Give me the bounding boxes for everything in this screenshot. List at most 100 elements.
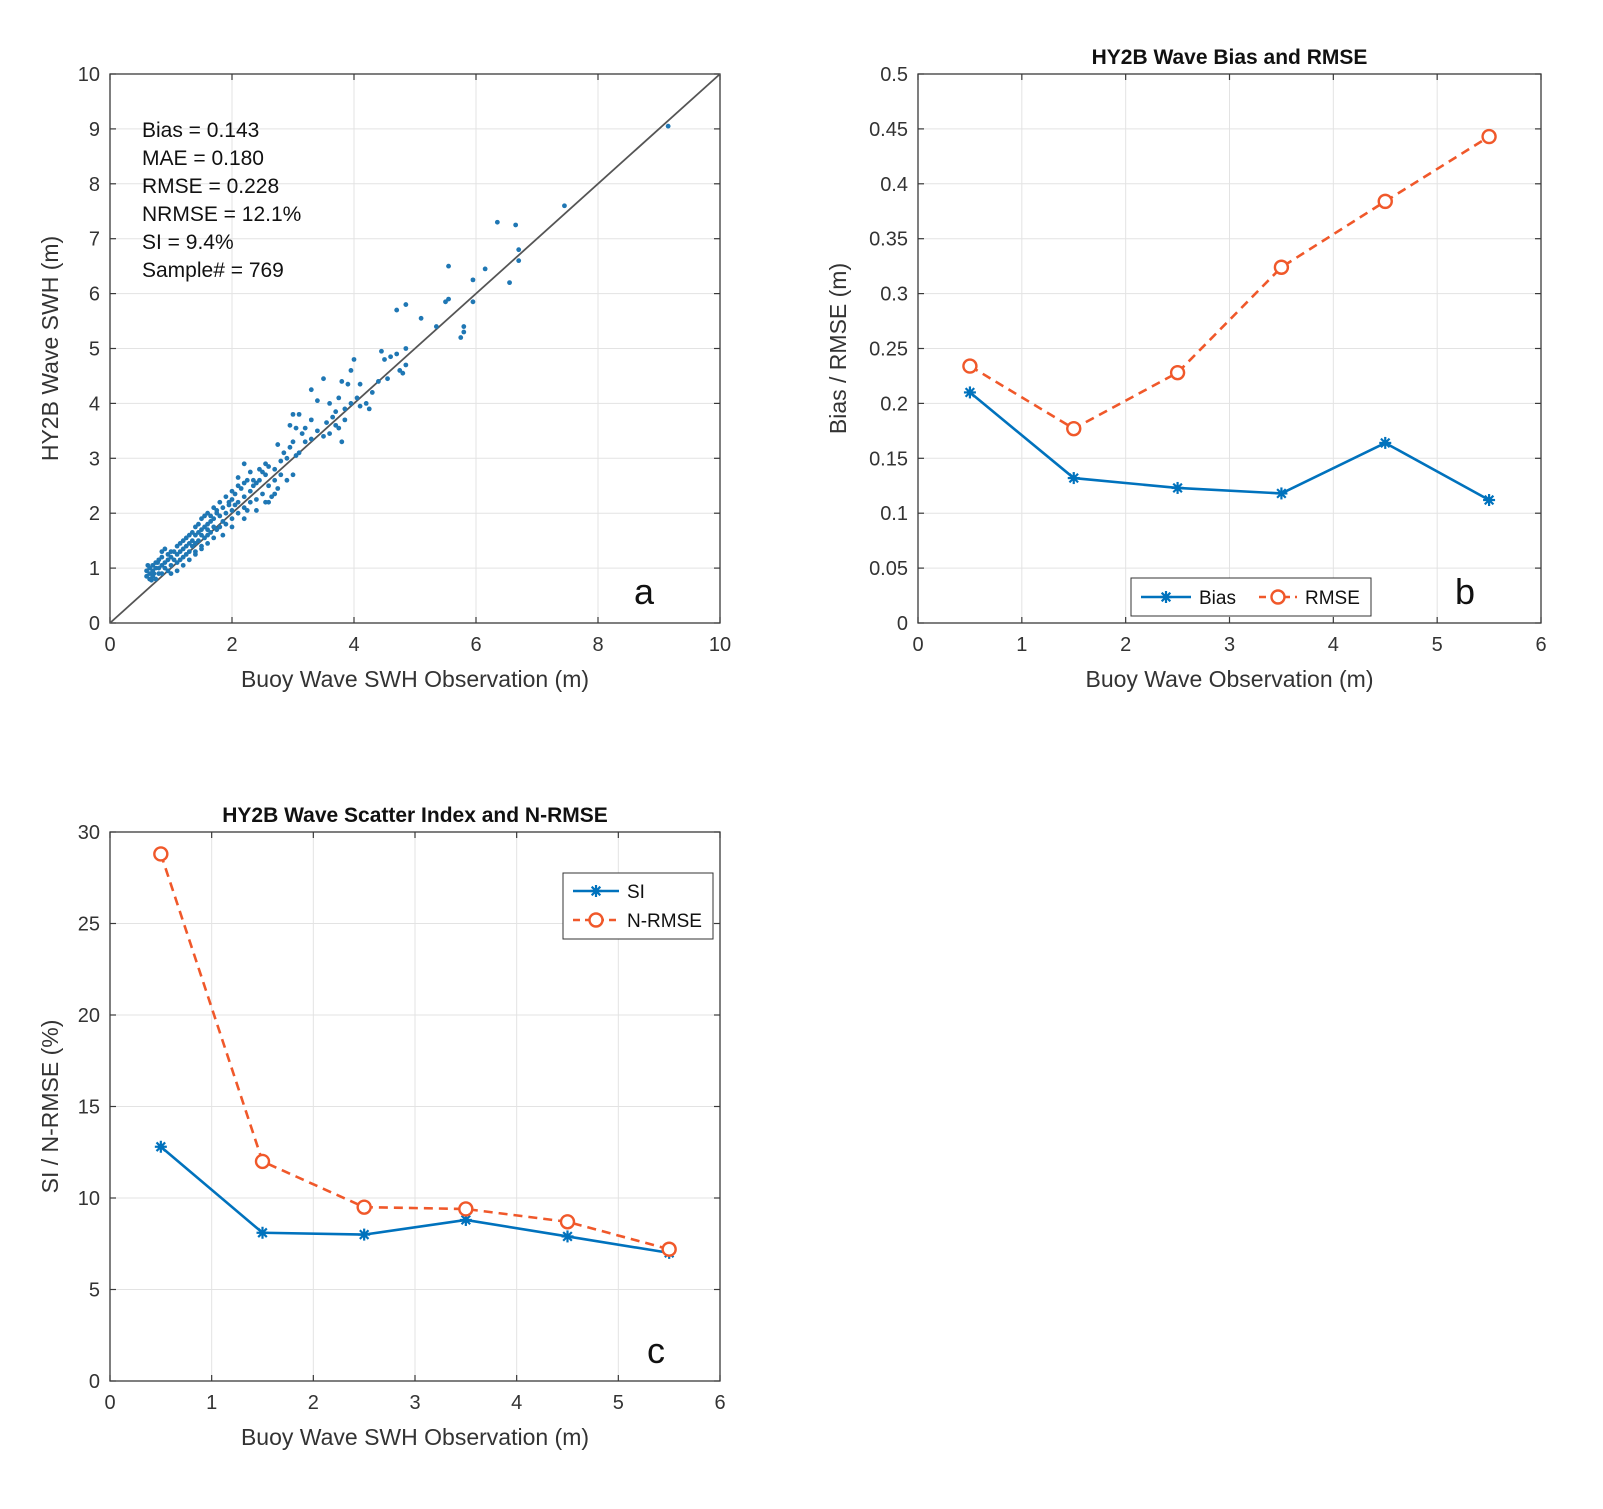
stat-line: Sample# = 769 — [142, 259, 284, 282]
asterisk-core — [1070, 475, 1077, 482]
x-tick-label: 5 — [1432, 634, 1443, 656]
scatter-point — [269, 494, 275, 500]
scatter-point — [165, 557, 171, 563]
scatter-point — [321, 433, 326, 439]
y-tick-label: 0.15 — [869, 448, 908, 470]
data-point-si — [256, 1226, 269, 1239]
scatter-point — [494, 219, 500, 225]
scatter-point — [342, 406, 348, 412]
x-tick-label: 4 — [511, 1392, 522, 1414]
x-tick-label: 2 — [1120, 634, 1131, 656]
scatter-point — [177, 540, 183, 546]
asterisk-core — [157, 1143, 164, 1150]
scatter-point — [223, 521, 229, 527]
x-axis-label: Buoy Wave SWH Observation (m) — [241, 666, 589, 692]
data-point-si — [561, 1230, 574, 1243]
scatter-point — [290, 472, 296, 478]
y-tick-label: 20 — [78, 1005, 100, 1027]
scatter-point — [241, 480, 247, 486]
y-tick-label: 6 — [89, 284, 100, 306]
x-tick-label: 0 — [912, 634, 923, 656]
scatter-point — [189, 543, 195, 549]
scatter-point — [461, 324, 467, 329]
scatter-point — [223, 494, 229, 500]
scatter-point — [183, 535, 189, 541]
scatter-point — [238, 486, 244, 491]
scatter-point — [562, 203, 567, 209]
legend-marker-bias — [1160, 591, 1172, 603]
data-point-bias — [963, 386, 976, 399]
scatter-point — [458, 335, 464, 340]
scatter-point — [196, 530, 201, 535]
scatter-point — [247, 499, 253, 505]
y-tick-label: 10 — [78, 64, 100, 86]
x-tick-label: 4 — [1328, 634, 1339, 656]
scatter-point — [315, 398, 320, 404]
asterisk-core — [1486, 497, 1493, 504]
x-tick-label: 8 — [592, 634, 603, 656]
y-tick-label: 5 — [89, 1280, 100, 1302]
y-tick-label: 0.4 — [880, 174, 908, 196]
scatter-point — [254, 497, 259, 502]
scatter-point — [165, 568, 171, 574]
scatter-point — [272, 491, 278, 497]
scatter-point — [250, 483, 256, 489]
scatter-point — [348, 368, 354, 373]
scatter-point — [186, 540, 192, 546]
scatter-point — [217, 524, 223, 530]
scatter-point — [144, 573, 150, 579]
series-line-rmse — [969, 135, 1490, 431]
data-point-si — [358, 1228, 371, 1241]
scatter-point — [223, 510, 229, 516]
y-tick-label: 3 — [89, 448, 100, 470]
scatter-point — [257, 477, 262, 483]
scatter-point — [159, 549, 165, 555]
scatter-point — [433, 324, 439, 329]
scatter-point — [266, 483, 271, 489]
legend-label: Bias — [1199, 588, 1236, 609]
scatter-point — [275, 442, 281, 447]
y-tick-label: 4 — [89, 393, 100, 415]
legend-label: N-RMSE — [627, 911, 702, 932]
scatter-point — [186, 549, 192, 555]
scatter-point — [159, 562, 165, 568]
y-axis-label: HY2B Wave SWH (m) — [37, 236, 63, 461]
y-tick-label: 10 — [78, 1188, 100, 1210]
scatter-point — [235, 510, 241, 516]
data-point-n-rmse — [254, 1153, 271, 1170]
scatter-point — [162, 565, 168, 571]
scatter-point — [327, 401, 332, 406]
scatter-point — [232, 491, 238, 497]
scatter-point — [339, 439, 345, 445]
data-point-rmse — [1066, 420, 1082, 437]
y-axis-label: SI / N-RMSE (%) — [37, 1020, 63, 1194]
scatter-point — [153, 576, 159, 582]
y-tick-label: 0.25 — [869, 339, 908, 361]
scatter-point — [284, 455, 290, 461]
y-tick-label: 0 — [89, 613, 100, 635]
data-point-rmse — [1273, 259, 1290, 275]
scatter-point — [205, 532, 211, 538]
scatter-point — [171, 549, 177, 555]
chart-panel-b: 0 1 2 3 4 5 6 0 0.05 0.1 0.15 0.2 0.25 0.3 0.35 0.4 0.45… — [825, 46, 1547, 692]
scatter-point — [183, 543, 189, 549]
scatter-point — [229, 508, 235, 513]
scatter-point — [418, 315, 424, 321]
scatter-point — [211, 535, 217, 541]
scatter-point — [153, 565, 159, 571]
asterisk-core — [593, 888, 599, 894]
x-tick-label: 3 — [409, 1392, 420, 1414]
y-tick-label: 0.3 — [880, 284, 908, 306]
scatter-point — [400, 370, 406, 376]
scatter-point — [272, 466, 278, 472]
scatter-point — [208, 513, 214, 519]
scatter-point — [199, 532, 204, 538]
scatter-point — [369, 390, 375, 395]
y-tick-label: 0.1 — [880, 503, 908, 525]
scatter-point — [189, 530, 195, 535]
scatter-point — [290, 411, 296, 417]
scatter-point — [147, 571, 153, 576]
scatter-point — [151, 571, 157, 576]
chart-panel-c: 0 1 2 3 4 5 6 0 5 10 15 20 25 30 Buoy Wave SWH Observa… — [37, 804, 726, 1450]
